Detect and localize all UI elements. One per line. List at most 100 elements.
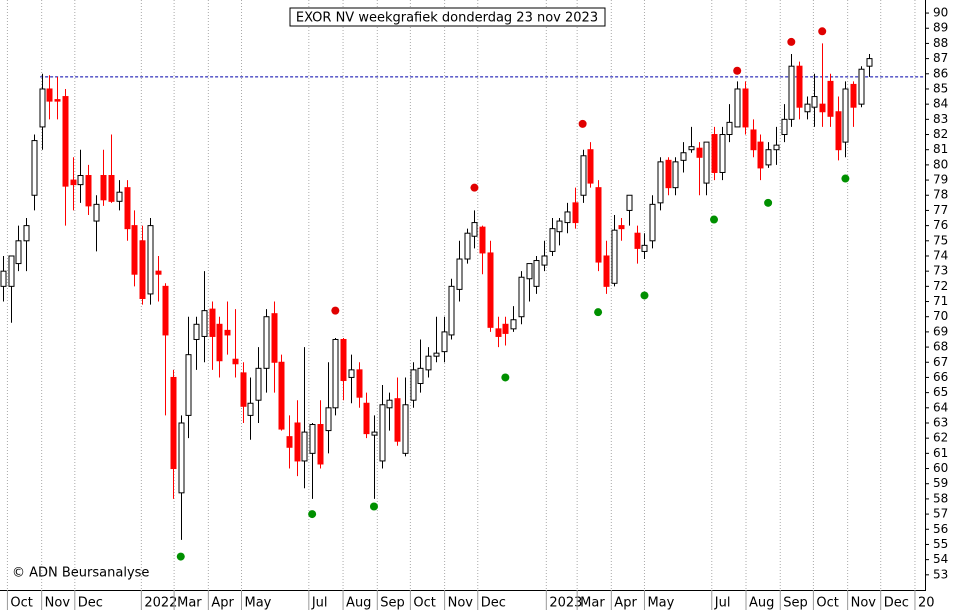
candle-body — [471, 222, 478, 237]
candle-body — [263, 316, 270, 369]
candle-body — [487, 252, 494, 328]
candle-body — [641, 244, 648, 252]
candle-body — [665, 159, 672, 189]
signal-dot — [501, 373, 510, 382]
candle-body — [348, 369, 355, 378]
x-tick-label: Nov — [448, 596, 474, 611]
y-tick-label: 83 — [933, 112, 948, 126]
candle-body — [804, 103, 811, 113]
candle-body — [100, 175, 107, 201]
candle-body — [332, 338, 339, 409]
candle-body — [657, 161, 664, 204]
candle-body — [742, 88, 749, 128]
x-tick-label: Aug — [749, 596, 774, 611]
y-tick-label: 87 — [933, 51, 948, 65]
candle-body — [363, 402, 370, 435]
y-tick-label: 74 — [933, 248, 948, 262]
candle-body — [502, 323, 509, 334]
y-tick-label: 89 — [933, 21, 948, 35]
candle-body — [155, 270, 162, 275]
y-tick-label: 67 — [933, 355, 948, 369]
candle-body — [77, 175, 84, 186]
candle-body — [672, 161, 679, 189]
candle-body — [827, 80, 834, 117]
candle-body — [425, 355, 432, 371]
y-tick-label: 90 — [933, 6, 948, 20]
candle-body — [356, 369, 363, 398]
x-tick-label: 20 — [918, 596, 935, 611]
signal-dot — [369, 502, 378, 511]
x-tick-label: Apr — [211, 596, 234, 611]
y-tick-label: 57 — [933, 507, 948, 521]
candle-body — [680, 152, 687, 161]
candle-body — [255, 367, 262, 401]
y-tick-label: 61 — [933, 446, 948, 460]
candle-body — [108, 175, 115, 202]
candle-body — [526, 263, 533, 280]
x-tick-label: Dec — [884, 596, 909, 611]
candle-body — [750, 129, 757, 151]
y-tick-label: 68 — [933, 340, 948, 354]
candle-body — [147, 225, 154, 295]
y-tick-label: 72 — [933, 279, 948, 293]
x-tick-label: Nov — [45, 596, 71, 611]
y-tick-label: 65 — [933, 385, 948, 399]
y-tick-label: 85 — [933, 81, 948, 95]
candle-body — [549, 228, 556, 252]
y-tick-label: 71 — [933, 294, 948, 308]
x-tick-label: Nov — [851, 596, 877, 611]
candle-body — [379, 404, 386, 462]
candle-body — [0, 270, 7, 287]
signal-dot — [733, 66, 742, 75]
candle-body — [479, 226, 486, 254]
y-tick-label: 66 — [933, 370, 948, 384]
x-tick-label: May — [245, 596, 272, 611]
candle-body — [618, 225, 625, 230]
x-tick-label: May — [647, 596, 674, 611]
candle-body — [93, 203, 100, 222]
candle-body — [402, 404, 409, 454]
candle-body — [317, 424, 324, 465]
x-tick-label: 2023 — [549, 596, 582, 611]
candle-body — [796, 65, 803, 108]
candle-body — [46, 88, 53, 102]
y-tick-label: 59 — [933, 476, 948, 490]
candle-body — [587, 149, 594, 184]
candle-body — [858, 68, 865, 105]
y-tick-label: 73 — [933, 264, 948, 278]
candle-body — [247, 402, 254, 416]
candle-body — [726, 121, 733, 136]
candle-body — [216, 323, 223, 362]
candle-body — [711, 134, 718, 173]
x-tick-label: Jul — [311, 596, 328, 611]
y-tick-label: 82 — [933, 127, 948, 141]
y-tick-label: 86 — [933, 66, 948, 80]
candle-body — [31, 140, 38, 196]
y-tick-label: 88 — [933, 36, 948, 50]
candle-body — [294, 422, 301, 462]
candle-body — [626, 194, 633, 211]
candle-body — [773, 144, 780, 151]
signal-dot — [787, 37, 796, 46]
candle-body — [417, 367, 424, 385]
signal-dot — [176, 552, 185, 561]
x-tick-label: Oct — [413, 596, 435, 611]
candle-body — [819, 103, 826, 113]
x-tick-label: Sep — [783, 596, 808, 611]
candle-body — [595, 187, 602, 263]
candle-body — [781, 118, 788, 136]
candle-body — [580, 155, 587, 196]
candle-body — [541, 255, 548, 266]
x-tick-label: Dec — [481, 596, 506, 611]
candle-body — [162, 285, 169, 336]
candle-body — [603, 255, 610, 287]
candle-body — [556, 220, 563, 233]
y-tick-label: 81 — [933, 142, 948, 156]
candle-body — [131, 225, 138, 275]
candle-body — [757, 141, 764, 169]
candle-body — [688, 146, 695, 151]
candle-body — [271, 313, 278, 363]
x-tick-label: Dec — [78, 596, 103, 611]
candle-body — [788, 65, 795, 120]
